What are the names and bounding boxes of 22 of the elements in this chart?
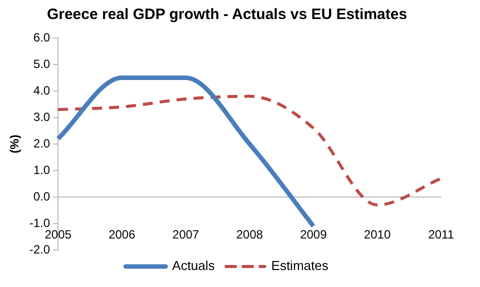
y-tick-label: 6.0 <box>33 30 50 44</box>
y-tick-label: -2.0 <box>29 242 50 256</box>
y-axis-title: (%) <box>8 134 22 154</box>
y-tick-label: 5.0 <box>33 56 50 71</box>
y-tick-label: 1.0 <box>33 162 50 177</box>
x-tick-label: 2006 <box>108 228 136 242</box>
x-tick-label: 2009 <box>300 228 328 242</box>
y-tick-label: -1.0 <box>29 216 50 230</box>
legend-label: Estimates <box>271 258 329 274</box>
y-tick-label: 4.0 <box>33 83 50 98</box>
line-series <box>56 76 316 228</box>
legend-label: Actuals <box>172 258 216 274</box>
y-tick-label: 2.0 <box>33 136 50 150</box>
x-tick-label: 2007 <box>172 228 200 242</box>
x-tick-label: 2008 <box>236 228 264 242</box>
x-tick-label: 2010 <box>364 228 391 242</box>
x-tick-label: 2005 <box>44 228 72 242</box>
line-series <box>56 94 443 206</box>
y-tick-label: 0.0 <box>33 189 50 204</box>
chart-title: Greece real GDP growth - Actuals vs EU Estimates <box>46 6 408 24</box>
x-tick-label: 2011 <box>428 228 454 242</box>
y-tick-label: 3.0 <box>33 110 50 124</box>
